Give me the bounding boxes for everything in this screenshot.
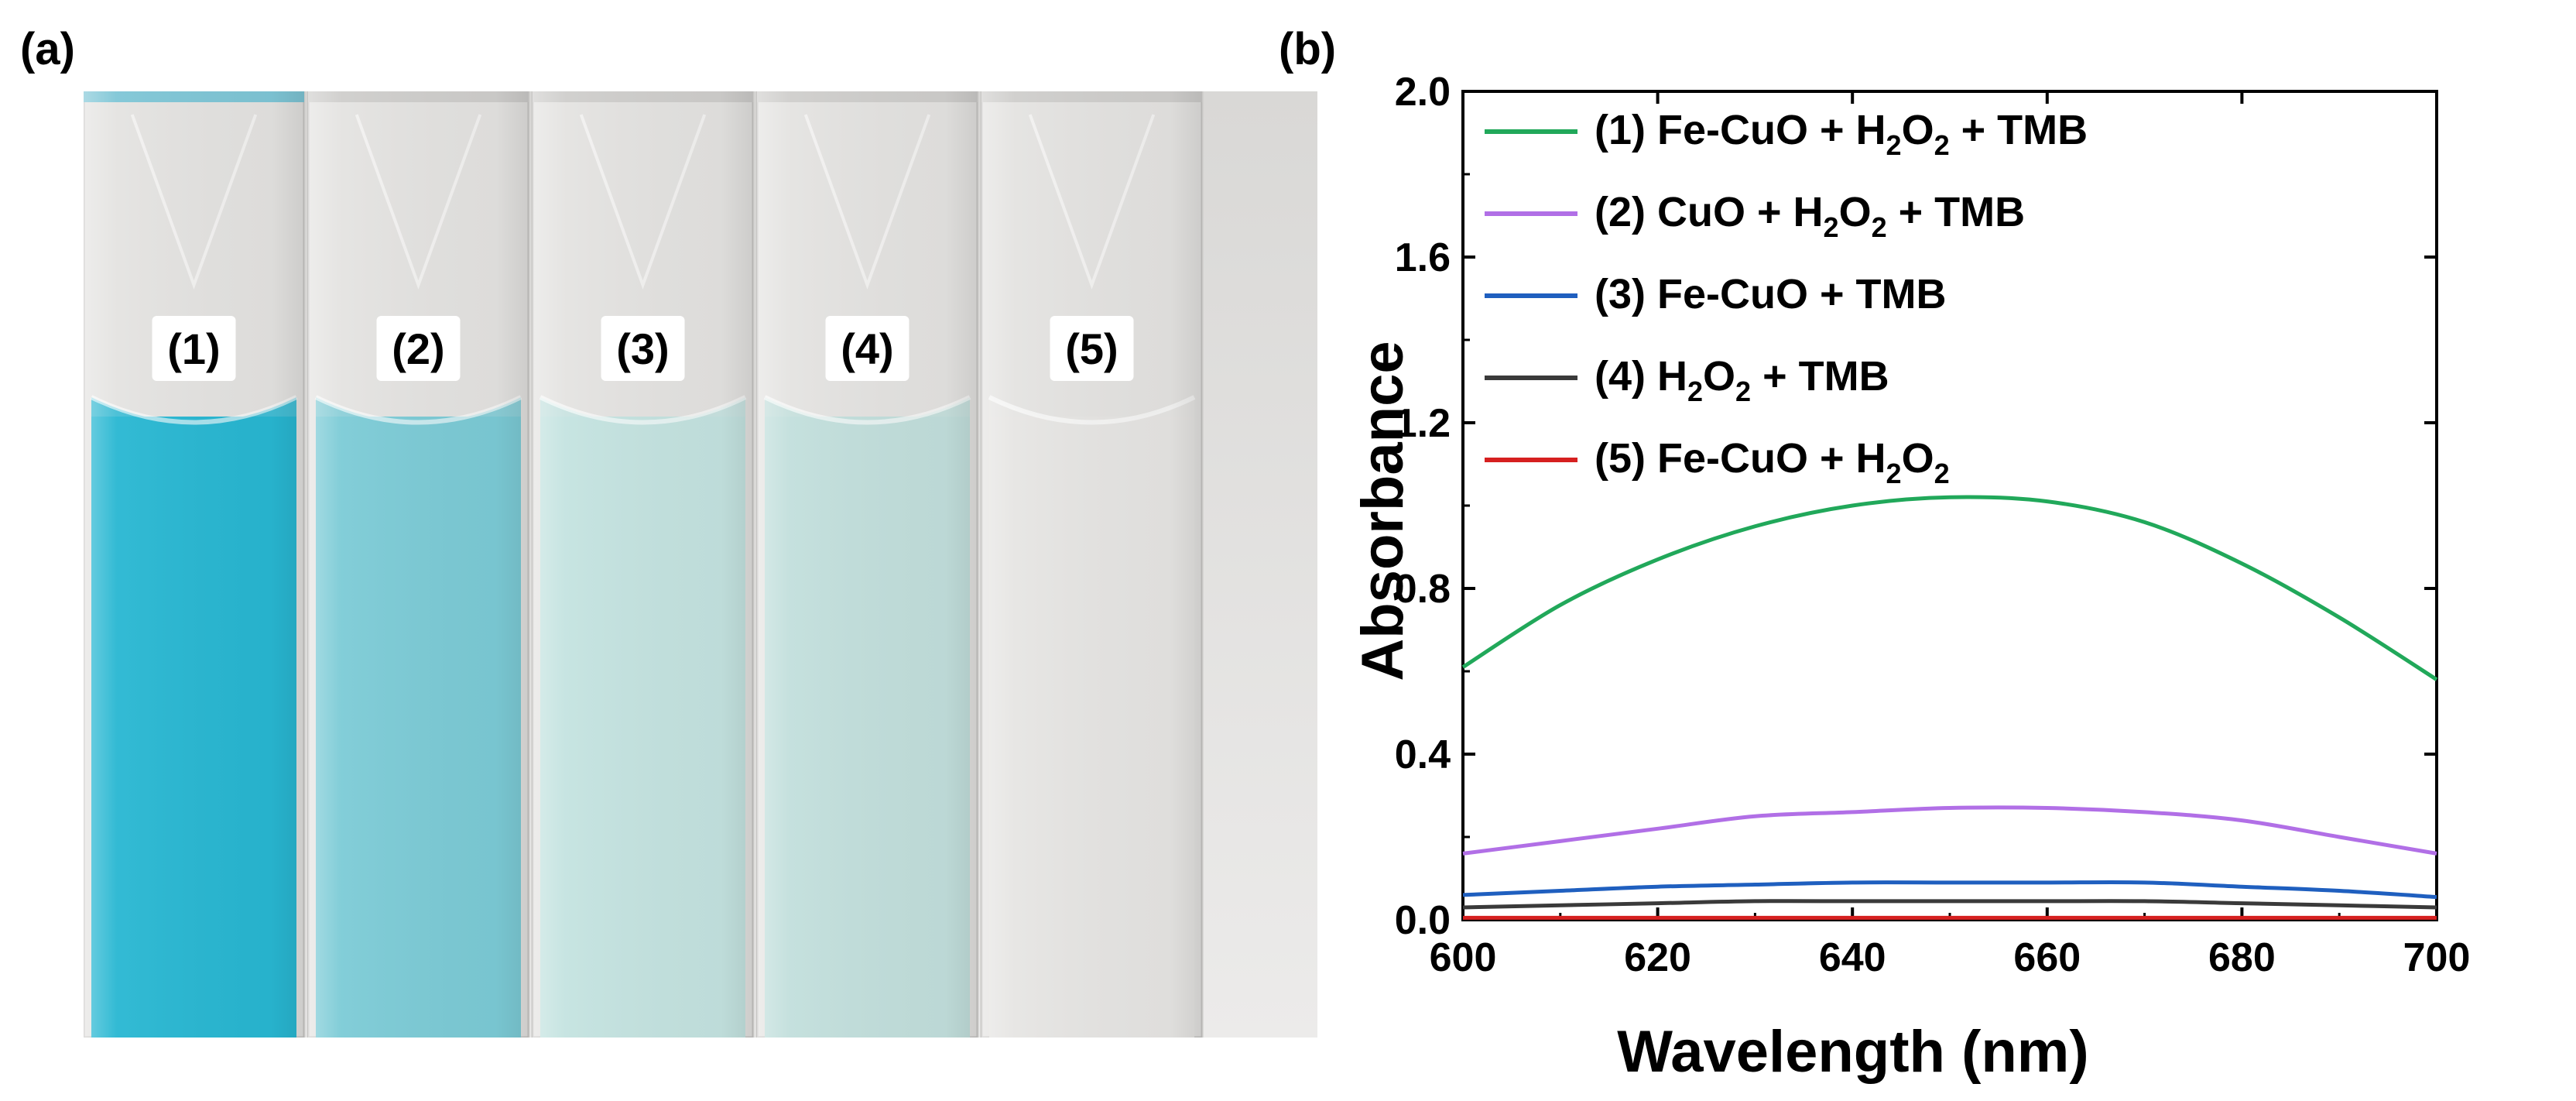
cuvette-label: (4)	[841, 324, 893, 373]
legend-label: (2) CuO + H2O2 + TMB	[1595, 189, 2025, 243]
x-tick-label: 640	[1819, 935, 1886, 980]
cuvette-label-box	[825, 316, 909, 381]
y-tick-label: 1.2	[1395, 401, 1451, 446]
legend-label: (4) H2O2 + TMB	[1595, 353, 1889, 407]
cuvette-label: (2)	[392, 324, 444, 373]
cuvette-1: (1)	[82, 90, 306, 1039]
cuvette-3: (3)	[531, 90, 755, 1039]
y-tick-label: 2.0	[1395, 70, 1451, 115]
cuvette-label-box	[376, 316, 461, 381]
cuvette-shading	[981, 91, 1202, 1038]
legend-item-3: (3) Fe-CuO + TMB	[1485, 271, 1947, 317]
x-tick-label: 680	[2208, 935, 2276, 980]
y-tick-label: 0.4	[1395, 732, 1451, 777]
series-line-1	[1461, 495, 2438, 681]
cuvette-shading	[84, 91, 304, 1038]
cuvette-photo: (1) (2) (3) (4) (5)	[82, 90, 1317, 1039]
y-axis-label: Absorbance	[1350, 341, 1416, 681]
x-tick-label: 700	[2403, 935, 2471, 980]
panel-a-label: (a)	[20, 24, 75, 74]
x-tick-label: 600	[1430, 935, 1497, 980]
x-tick-label: 660	[2013, 935, 2081, 980]
y-tick-label: 1.6	[1395, 235, 1451, 280]
legend-label: (3) Fe-CuO + TMB	[1595, 271, 1947, 317]
cuvette-label: (1)	[167, 324, 220, 373]
legend-item-2: (2) CuO + H2O2 + TMB	[1485, 189, 2025, 243]
cuvette-2: (2)	[307, 90, 530, 1039]
cuvette-shading	[308, 91, 529, 1038]
y-tick-label: 0.8	[1395, 567, 1451, 612]
series-line-3	[1462, 880, 2437, 900]
series-line-4	[1462, 899, 2437, 910]
legend-item-1: (1) Fe-CuO + H2O2 + TMB	[1485, 107, 2088, 161]
legend-label: (5) Fe-CuO + H2O2	[1595, 435, 1950, 489]
x-tick-label: 620	[1624, 935, 1691, 980]
series-line-2	[1462, 805, 2437, 856]
cuvette-4: (4)	[755, 90, 979, 1039]
cuvette-shading	[757, 91, 978, 1038]
legend-item-5: (5) Fe-CuO + H2O2	[1485, 435, 1950, 489]
x-axis-label: Wavelength (nm)	[1617, 1019, 2088, 1085]
legend-item-4: (4) H2O2 + TMB	[1485, 353, 1889, 407]
cuvette-shading	[533, 91, 753, 1038]
cuvette-label-box	[152, 316, 236, 381]
cuvette-5: (5)	[980, 90, 1204, 1039]
panel-b-label: (b)	[1279, 24, 1337, 74]
cuvette-label: (3)	[616, 324, 669, 373]
legend-label: (1) Fe-CuO + H2O2 + TMB	[1595, 107, 2088, 161]
cuvette-label: (5)	[1065, 324, 1118, 373]
y-tick-label: 0.0	[1395, 898, 1451, 943]
cuvette-label-box	[601, 316, 685, 381]
absorbance-chart: 600 620 640 660 680 700 0.0 0.4 0.8 1.2 1.6 2.0 (1)…	[1316, 0, 2576, 1097]
cuvette-label-box	[1050, 316, 1134, 381]
